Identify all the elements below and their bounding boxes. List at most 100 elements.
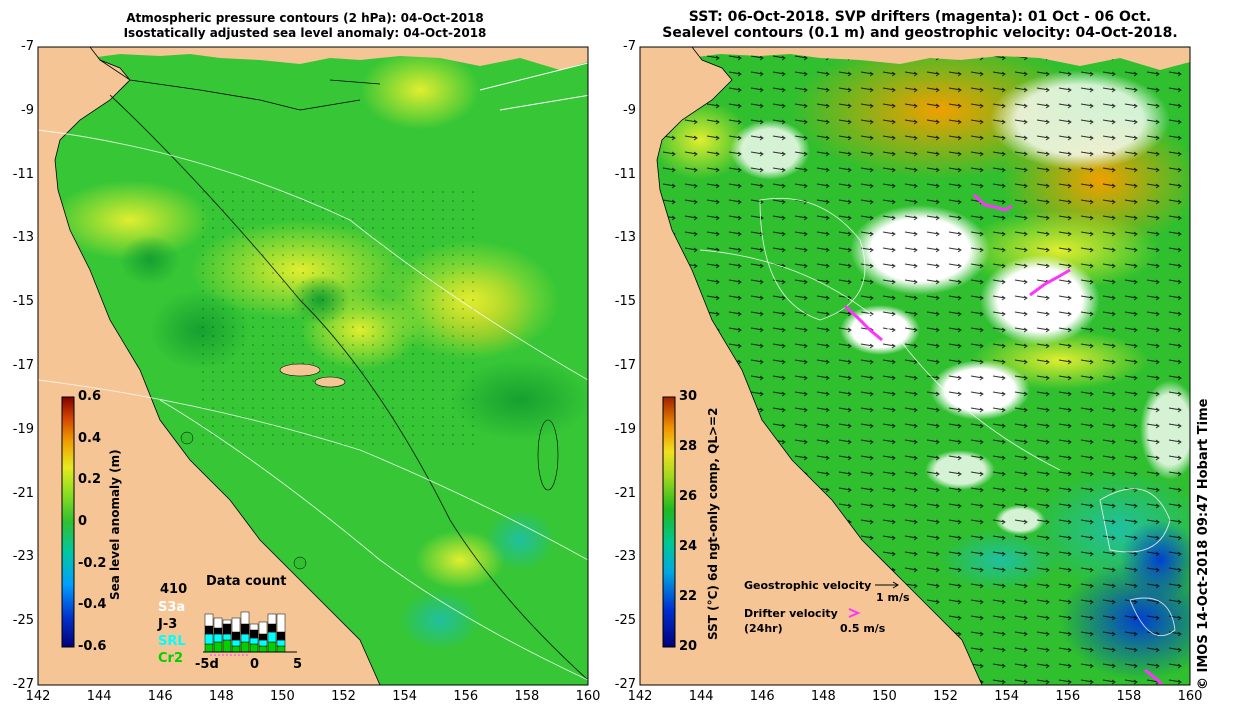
left-lon-tick: 156	[453, 689, 479, 704]
drifter-track-3	[843, 304, 883, 342]
left-lon-tick: 146	[147, 689, 173, 704]
right-map-title: SST: 06-Oct-2018. SVP drifters (magenta)…	[640, 9, 1200, 41]
histogram-bar	[276, 639, 286, 647]
right-lon-tick: 150	[872, 689, 897, 704]
histogram-bar	[213, 627, 223, 635]
satellite-label: Cr2	[158, 651, 183, 666]
right-lat-tick: -21	[614, 485, 636, 501]
histogram-bar	[276, 631, 286, 641]
right-lat-tick: -15	[614, 294, 636, 310]
geostrophic-scale-label: 1 m/s	[876, 591, 910, 604]
right-lat-tick: -9	[623, 102, 636, 118]
histogram-bar	[276, 645, 286, 653]
histogram-bar	[276, 613, 286, 633]
sst-colorbar-tick: 20	[679, 639, 698, 654]
left-map	[38, 47, 588, 685]
right-lat-tick: -27	[614, 677, 636, 692]
drifter-velocity-sub: (24hr)	[744, 622, 783, 635]
histogram-bar	[258, 621, 268, 635]
histogram-bar	[249, 629, 259, 639]
sst-colorbar-tick: 28	[679, 439, 698, 454]
histogram-bar	[267, 613, 277, 625]
histogram-bar	[213, 633, 223, 643]
satellite-label: SRL	[158, 634, 186, 649]
left-lat-tick: -27	[12, 677, 34, 692]
right-title-line2: Sealevel contours (0.1 m) and geostrophi…	[662, 25, 1178, 41]
sla-colorbar-tick: -0.2	[78, 555, 107, 571]
sla-colorbar-tick: -0.4	[78, 597, 107, 613]
histogram-bar	[222, 639, 232, 653]
right-lat-tick: -11	[614, 166, 636, 182]
left-land-north	[38, 47, 588, 70]
right-lon-tick: 144	[688, 689, 714, 704]
drifter-track-4	[1144, 668, 1163, 685]
left-lat-tick: -7	[21, 39, 34, 54]
data-count-max: 410	[160, 582, 188, 597]
sst-colorbar-tick: 24	[679, 539, 698, 554]
right-lon-tick: 148	[810, 689, 836, 704]
sst-colorbar-tick: 26	[679, 489, 698, 504]
left-lon-tick: 154	[392, 689, 418, 704]
data-count-xtick: 0	[250, 657, 260, 672]
histogram-bar	[231, 631, 241, 641]
histogram-bar	[258, 639, 268, 647]
histogram-bar	[258, 645, 268, 653]
histogram-bar	[267, 631, 277, 643]
sst-colorbar-tick: 22	[679, 589, 698, 604]
histogram-bar	[258, 633, 268, 641]
satellite-label: J-3	[158, 617, 178, 632]
right-lon-tick: 152	[933, 689, 958, 704]
histogram-bar	[240, 611, 250, 625]
sst-colorbar-tick: 30	[679, 389, 698, 404]
geostrophic-velocity-label: Geostrophic velocity	[744, 579, 872, 592]
sla-colorbar	[61, 396, 75, 648]
histogram-bar	[267, 623, 277, 633]
left-title-line1: Atmospheric pressure contours (2 hPa): 0…	[126, 11, 484, 25]
sla-colorbar-tick: 0.4	[78, 430, 102, 446]
histogram-bar	[222, 633, 232, 641]
right-lat-tick: -17	[614, 358, 636, 373]
left-lat-tick: -25	[12, 613, 34, 629]
drifter-track-2	[1029, 268, 1071, 297]
histogram-bar	[231, 639, 241, 647]
left-lat-tick: -23	[12, 549, 34, 565]
histogram-bar	[213, 617, 223, 629]
left-lon-tick: 160	[575, 689, 601, 704]
drifter-scale-label: 0.5 m/s	[840, 622, 886, 635]
imos-credit: © IMOS 14-Oct-2018 09:47 Hobart Time	[1196, 398, 1211, 690]
histogram-bar	[222, 623, 232, 635]
right-land-north	[640, 47, 1190, 70]
left-lat-tick: -21	[12, 485, 34, 501]
left-lon-tick: 148	[208, 689, 234, 704]
right-lat-tick: -13	[614, 230, 636, 246]
left-lon-tick: 158	[514, 689, 540, 704]
left-lat-tick: -13	[12, 230, 34, 246]
histogram-bar	[204, 633, 214, 645]
drifter-track-1	[972, 193, 1013, 212]
histogram-bar	[204, 625, 214, 635]
left-lon-tick: 144	[86, 689, 112, 704]
data-count-title: Data count	[206, 574, 287, 589]
sla-colorbar-tick: 0	[78, 514, 88, 529]
right-lat-tick: -19	[614, 421, 636, 437]
sla-colorbar-tick: 0.6	[78, 389, 102, 404]
right-title-line1: SST: 06-Oct-2018. SVP drifters (magenta)…	[688, 9, 1152, 25]
histogram-bar	[213, 641, 223, 653]
left-lon-tick: 152	[331, 689, 356, 704]
right-lon-tick: 146	[749, 689, 775, 704]
right-lat-tick: -7	[623, 39, 636, 54]
data-count-xtick: 5	[293, 657, 303, 672]
geostrophic-scale-arrow	[875, 581, 899, 589]
histogram-bar	[231, 617, 241, 633]
drifter-scale-arrow	[848, 608, 861, 618]
histogram-bar	[204, 613, 214, 627]
right-lat-tick: -23	[614, 549, 636, 565]
histogram-bar	[240, 641, 250, 653]
sla-colorbar-label: Sea level anomaly (m)	[108, 449, 122, 600]
satellite-label: S3a	[158, 600, 186, 615]
left-lat-tick: -17	[12, 358, 34, 373]
sst-colorbar	[662, 396, 676, 648]
histogram-bar	[267, 641, 277, 653]
left-land-australia	[38, 47, 380, 685]
left-lat-tick: -19	[12, 421, 34, 437]
